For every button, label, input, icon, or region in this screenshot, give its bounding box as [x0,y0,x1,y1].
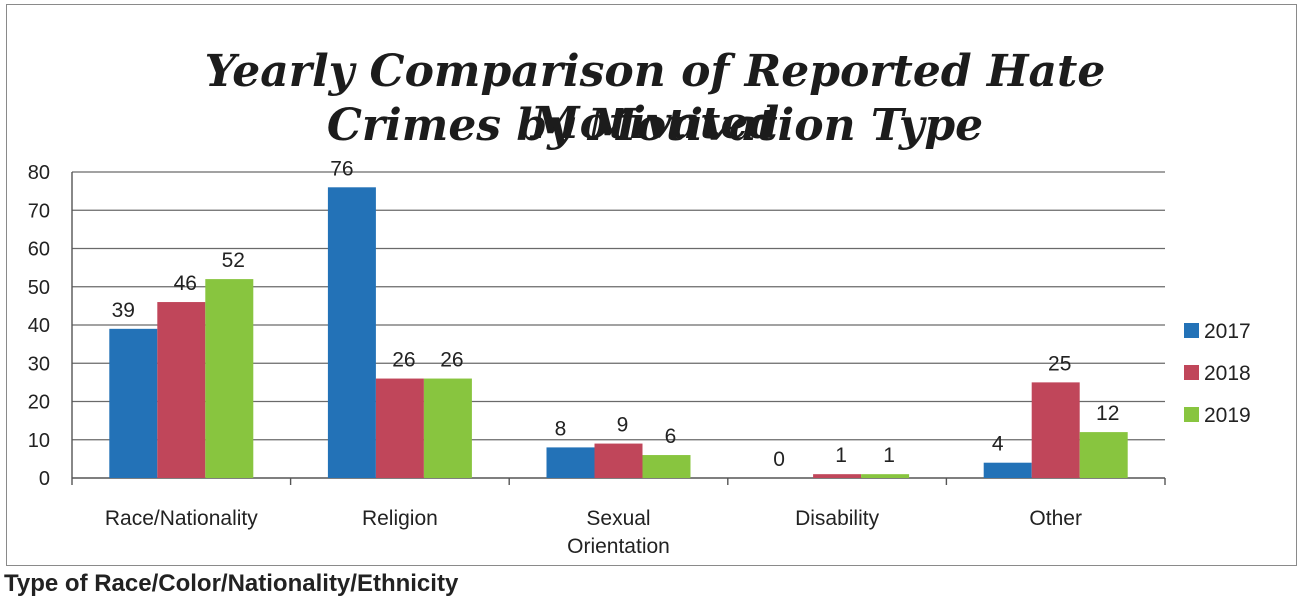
data-label: 26 [440,349,463,372]
x-category-label: Orientation [567,535,670,558]
data-label: 9 [617,414,629,437]
y-tick-label: 50 [28,277,50,299]
legend-swatch-2017 [1184,323,1199,338]
bar-2019-disability [861,474,910,478]
bar-2018-other [1031,382,1080,478]
x-category-label: Disability [795,507,880,530]
bar-2019-sexual-orientation [642,455,691,478]
y-tick-label: 60 [28,239,50,261]
bar-2018-sexual-orientation [594,443,643,478]
data-label: 1 [883,444,895,467]
data-label: 46 [174,272,197,295]
data-label: 12 [1096,402,1119,425]
data-label: 8 [555,417,567,440]
bar-2019-race-nationality [205,279,254,478]
data-label: 0 [773,448,785,471]
data-label: 4 [992,433,1004,456]
data-label: 52 [222,249,245,272]
chart-frame [6,4,1297,566]
legend-label-2017: 2017 [1204,320,1251,343]
data-label: 26 [392,349,415,372]
y-tick-label: 70 [28,200,50,222]
bar-2017-other [983,462,1032,478]
x-category-label: Sexual [586,507,650,530]
bar-2019-other [1079,432,1128,478]
legend-label-2019: 2019 [1204,404,1251,427]
legend-label-2018: 2018 [1204,362,1251,385]
bar-2018-race-nationality [157,302,206,478]
bar-2018-religion [375,378,424,478]
y-tick-label: 10 [28,430,50,452]
data-label: 39 [112,299,135,322]
bar-2018-disability [813,474,862,478]
y-tick-label: 0 [39,468,50,490]
y-tick-label: 30 [28,353,50,375]
bar-2019-religion [423,378,472,478]
x-category-label: Race/Nationality [105,507,258,530]
y-tick-label: 20 [28,392,50,414]
data-label: 25 [1048,352,1071,375]
y-tick-label: 40 [28,315,50,337]
chart-title-line-2: Crimes by Motivation Type [326,100,984,151]
data-label: 76 [330,157,353,180]
bar-2017-religion [327,187,376,479]
chart-title-line-1: Yearly Comparison of Reported Hate Motiv… [204,46,1106,149]
data-label: 1 [835,444,847,467]
legend-swatch-2019 [1184,407,1199,422]
data-label: 6 [665,425,677,448]
x-category-label: Other [1029,507,1082,530]
y-tick-label: 80 [28,162,50,184]
legend-swatch-2018 [1184,365,1199,380]
x-category-label: Religion [362,507,438,530]
section-caption: Type of Race/Color/Nationality/Ethnicity [4,570,459,597]
bar-2017-race-nationality [109,328,158,478]
bar-2017-sexual-orientation [546,447,595,478]
